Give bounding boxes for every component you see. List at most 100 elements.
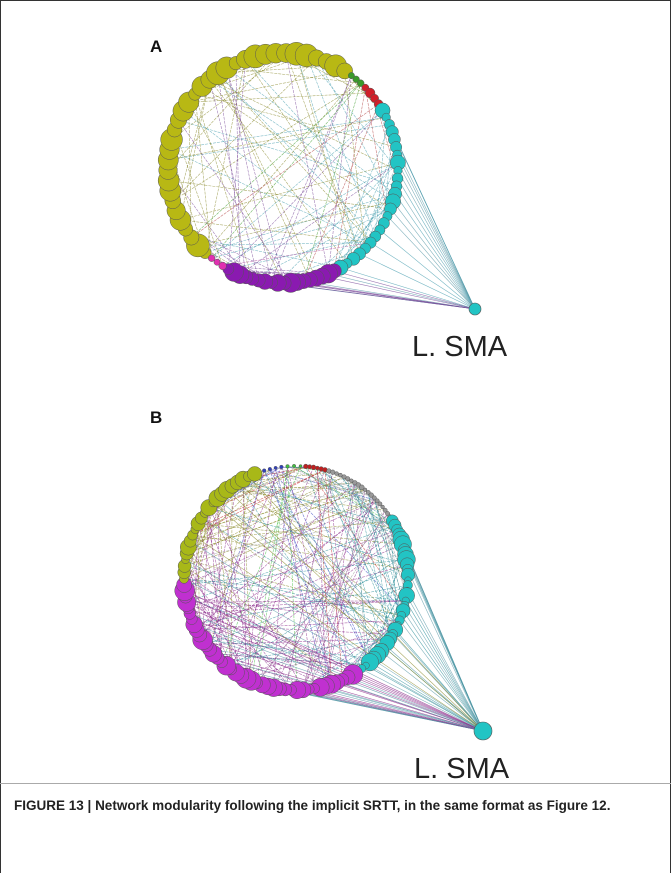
- edge: [175, 120, 179, 211]
- node: [349, 478, 354, 483]
- edge: [252, 208, 391, 280]
- node-label: L. SMA: [412, 331, 508, 363]
- edge: [243, 466, 310, 480]
- panel-label: B: [150, 408, 162, 427]
- edge: [178, 119, 291, 283]
- node: [371, 495, 377, 501]
- edge: [379, 229, 476, 310]
- node: [292, 464, 297, 468]
- edge: [169, 149, 371, 243]
- edge: [404, 605, 484, 732]
- edge: [245, 467, 276, 679]
- edge: [340, 267, 476, 310]
- edge: [396, 186, 476, 310]
- edge: [374, 497, 407, 596]
- edge: [317, 467, 396, 526]
- edge: [226, 67, 396, 195]
- edge: [396, 154, 476, 310]
- edge: [248, 476, 385, 648]
- edge: [317, 468, 332, 685]
- edge: [184, 500, 378, 567]
- edge: [196, 544, 403, 630]
- edge: [296, 53, 360, 254]
- caption-label: FIGURE 13 |: [14, 798, 92, 813]
- edge: [226, 489, 409, 576]
- edge: [194, 564, 408, 625]
- edge: [217, 73, 247, 277]
- node: [365, 490, 371, 495]
- edge: [204, 59, 246, 253]
- edge: [217, 482, 355, 499]
- edge: [194, 93, 212, 259]
- edge: [324, 469, 385, 648]
- edge: [228, 59, 246, 270]
- edge: [188, 600, 406, 609]
- edge: [186, 525, 395, 603]
- edge: [374, 497, 402, 616]
- edge: [204, 512, 242, 676]
- node: [382, 507, 388, 513]
- node: [279, 464, 284, 470]
- edge: [208, 507, 304, 690]
- edge: [243, 478, 400, 535]
- edge: [189, 613, 484, 732]
- edge: [186, 600, 406, 603]
- edge: [191, 237, 341, 268]
- edge: [287, 466, 383, 508]
- edge: [202, 507, 210, 640]
- edge: [328, 470, 394, 635]
- edge: [328, 470, 349, 678]
- edge: [354, 482, 391, 639]
- edge: [197, 523, 200, 635]
- edge: [285, 52, 360, 254]
- edge: [303, 83, 361, 282]
- edge: [228, 236, 376, 270]
- edge: [226, 67, 272, 283]
- edge: [374, 497, 405, 606]
- edge: [187, 607, 484, 732]
- edge: [334, 270, 476, 310]
- edge: [183, 578, 402, 616]
- caption-end: .: [606, 798, 611, 813]
- panel-label: A: [150, 37, 162, 56]
- edge: [188, 476, 345, 548]
- edge: [228, 110, 383, 270]
- edge: [205, 500, 378, 645]
- edge: [190, 487, 362, 542]
- edge: [359, 147, 397, 254]
- edge: [205, 564, 408, 645]
- edge: [325, 489, 366, 686]
- node: [338, 472, 343, 478]
- edge: [389, 516, 398, 626]
- edge: [178, 119, 397, 187]
- edge: [192, 534, 408, 571]
- edge: [194, 93, 397, 148]
- edge: [406, 559, 484, 732]
- edge: [213, 470, 265, 654]
- edge: [197, 523, 237, 673]
- edge: [221, 638, 391, 663]
- edge: [322, 275, 476, 310]
- edge: [227, 489, 386, 511]
- edge: [189, 600, 406, 614]
- edge: [221, 529, 398, 663]
- edge: [352, 674, 484, 732]
- edge: [217, 73, 376, 237]
- edge: [237, 482, 400, 621]
- edge: [306, 55, 399, 171]
- edge: [232, 485, 366, 491]
- edge: [275, 467, 366, 491]
- edge: [306, 55, 376, 237]
- edge: [167, 170, 247, 278]
- edge: [168, 180, 391, 210]
- edge: [188, 92, 371, 103]
- node: [213, 258, 221, 266]
- edge: [264, 75, 352, 282]
- edge: [226, 67, 361, 84]
- edge: [185, 559, 247, 679]
- edge: [359, 253, 476, 310]
- edge: [190, 540, 484, 732]
- edge: [365, 87, 388, 217]
- edge: [217, 497, 484, 732]
- edge: [302, 482, 356, 690]
